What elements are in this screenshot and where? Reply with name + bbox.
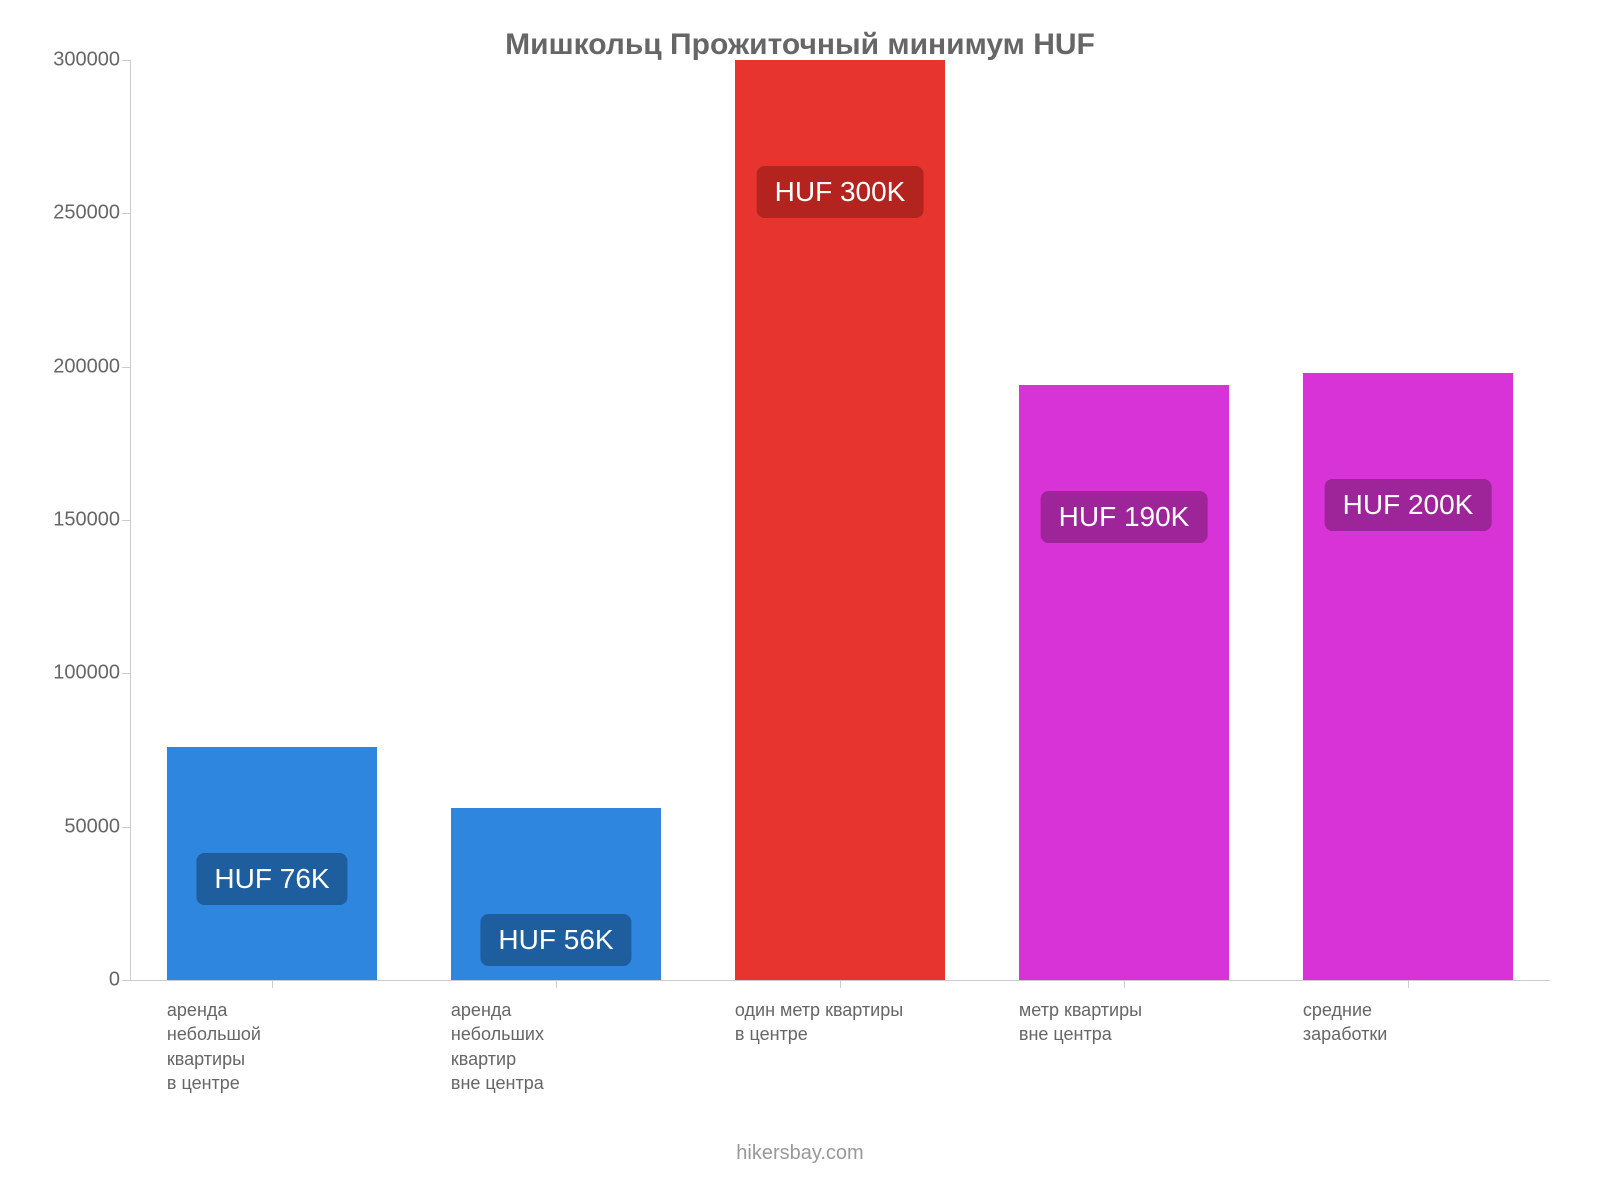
x-category-label-line: аренда (167, 998, 417, 1022)
y-tick-label: 50000 (64, 815, 120, 838)
x-category-label-line: квартиры (167, 1047, 417, 1071)
y-tick-label: 200000 (53, 355, 120, 378)
y-tick-label: 250000 (53, 202, 120, 225)
y-tick-mark (122, 60, 130, 61)
x-tick-mark (272, 980, 273, 988)
chart-title: Мишкольц Прожиточный минимум HUF (0, 28, 1600, 62)
x-category-label-line: в центре (167, 1071, 417, 1095)
value-badge: HUF 190K (1041, 491, 1208, 543)
value-badge: HUF 300K (757, 166, 924, 218)
x-category-label-line: метр квартиры (1019, 998, 1269, 1022)
x-tick-mark (840, 980, 841, 988)
x-category-label: один метр квартирыв центре (735, 998, 985, 1047)
value-badge: HUF 56K (480, 914, 631, 966)
chart-credit: hikersbay.com (0, 1142, 1600, 1165)
y-tick-mark (122, 213, 130, 214)
y-tick-mark (122, 673, 130, 674)
bar (1019, 385, 1229, 980)
y-tick-mark (122, 520, 130, 521)
x-category-label-line: вне центра (451, 1071, 701, 1095)
y-tick-mark (122, 827, 130, 828)
x-category-label: средниезаработки (1303, 998, 1553, 1047)
x-category-label-line: средние (1303, 998, 1553, 1022)
x-tick-mark (556, 980, 557, 988)
y-tick-label: 0 (109, 969, 120, 992)
y-tick-label: 150000 (53, 509, 120, 532)
value-badge: HUF 76K (196, 853, 347, 905)
x-category-label-line: небольшой (167, 1022, 417, 1046)
x-category-label: метр квартирывне центра (1019, 998, 1269, 1047)
plot-area: HUF 76K HUF 56K HUF 300K HUF 190K HUF 200K (130, 60, 1550, 980)
x-tick-mark (1408, 980, 1409, 988)
x-category-label: аренданебольшойквартирыв центре (167, 998, 417, 1095)
y-tick-mark (122, 367, 130, 368)
x-category-label-line: квартир (451, 1047, 701, 1071)
x-category-label-line: вне центра (1019, 1022, 1269, 1046)
y-tick-mark (122, 980, 130, 981)
x-category-label-line: аренда (451, 998, 701, 1022)
x-tick-mark (1124, 980, 1125, 988)
y-tick-label: 300000 (53, 49, 120, 72)
y-tick-label: 100000 (53, 662, 120, 685)
chart-container: Мишкольц Прожиточный минимум HUF 0 50000 1… (0, 0, 1600, 1200)
x-category-label-line: заработки (1303, 1022, 1553, 1046)
value-badge: HUF 200K (1325, 479, 1492, 531)
x-category-label-line: один метр квартиры (735, 998, 985, 1022)
x-category-label: аренданебольшихквартирвне центра (451, 998, 701, 1095)
bar (1303, 373, 1513, 980)
x-category-label-line: в центре (735, 1022, 985, 1046)
x-category-label-line: небольших (451, 1022, 701, 1046)
